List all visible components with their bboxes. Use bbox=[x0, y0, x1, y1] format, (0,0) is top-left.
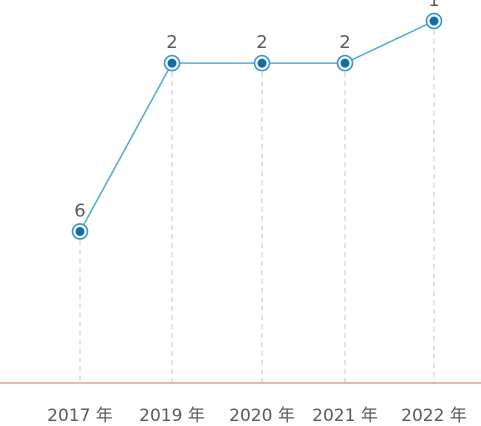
value-label-3: 2 bbox=[339, 32, 350, 53]
value-label-1: 2 bbox=[166, 32, 177, 53]
data-markers bbox=[71, 12, 443, 240]
data-point-3 bbox=[336, 54, 354, 72]
data-point-0 bbox=[71, 223, 89, 240]
x-tick-label-2: 2020 年 bbox=[229, 406, 295, 426]
drop-lines bbox=[79, 21, 435, 383]
marker-dot bbox=[340, 58, 350, 68]
x-tick-label-1: 2019 年 bbox=[139, 406, 205, 426]
x-tick-label-3: 2021 年 bbox=[312, 406, 378, 426]
value-label-4: 1 bbox=[428, 0, 439, 11]
data-point-4 bbox=[425, 12, 443, 30]
value-label-0: 6 bbox=[74, 200, 85, 221]
x-tick-label-4: 2022 年 bbox=[401, 406, 467, 426]
marker-dot bbox=[429, 16, 439, 26]
x-tick-label-0: 2017 年 bbox=[47, 406, 113, 426]
marker-dot bbox=[167, 58, 177, 68]
data-point-2 bbox=[253, 54, 271, 72]
marker-dot bbox=[75, 226, 85, 236]
marker-dot bbox=[257, 58, 267, 68]
value-labels: 6 2 2 2 1 bbox=[74, 0, 439, 221]
value-label-2: 2 bbox=[256, 32, 267, 53]
data-point-1 bbox=[163, 54, 181, 72]
x-axis-labels: 2017 年 2019 年 2020 年 2021 年 2022 年 bbox=[47, 406, 467, 426]
